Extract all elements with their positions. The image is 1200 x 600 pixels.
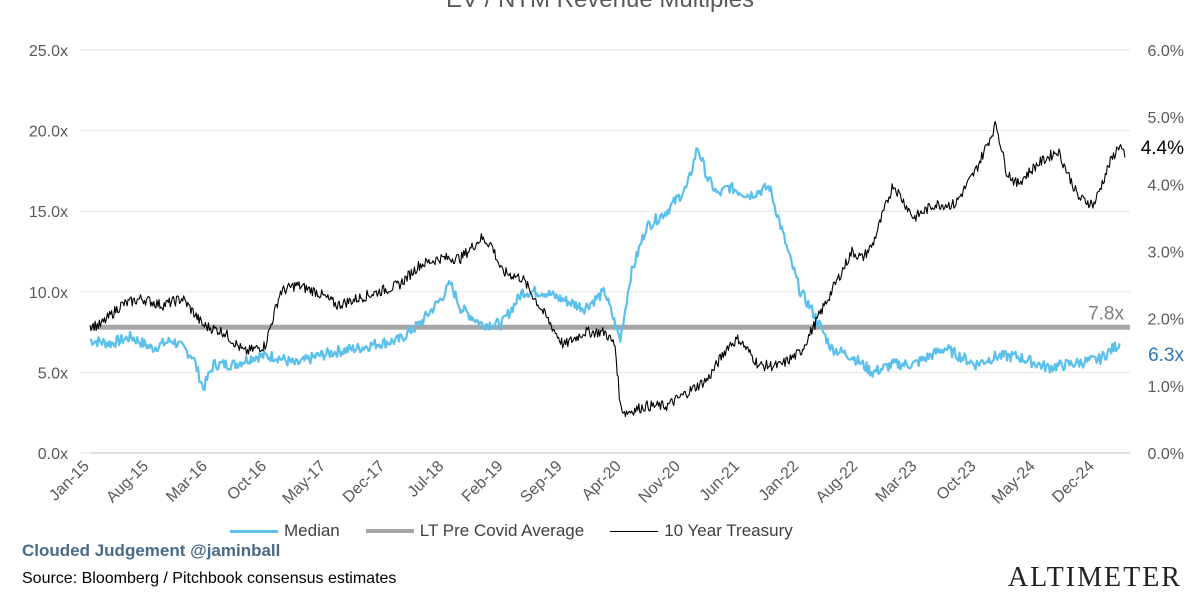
x-tick-label: Dec-24 — [1049, 458, 1098, 507]
x-tick-label: May-17 — [280, 458, 330, 508]
y-tick-left-label: 10.0x — [29, 285, 68, 302]
legend-label-median: Median — [284, 521, 340, 540]
y-tick-right-label: 0.0% — [1148, 446, 1184, 463]
y-tick-left-label: 25.0x — [29, 43, 68, 60]
legend-label-treasury: 10 Year Treasury — [664, 521, 793, 540]
x-tick-label: Aug-15 — [103, 458, 152, 507]
y-tick-right-label: 5.0% — [1148, 110, 1184, 127]
legend-label-lt-average: LT Pre Covid Average — [419, 521, 585, 540]
y-tick-right-label: 2.0% — [1148, 312, 1184, 329]
treasury-end-value-label: 4.4% — [1141, 138, 1184, 159]
credit-text: Clouded Judgement @jaminball — [22, 541, 281, 560]
y-tick-right-label: 3.0% — [1148, 245, 1184, 262]
x-tick-label: Jul-18 — [405, 458, 448, 501]
x-tick-label: Aug-22 — [813, 458, 862, 507]
legend-item-treasury: 10 Year Treasury — [610, 521, 793, 541]
legend-swatch-lt-average — [365, 529, 414, 533]
x-tick-label: Nov-20 — [636, 458, 685, 507]
x-tick-label: Oct-23 — [934, 458, 980, 504]
y-tick-left-label: 15.0x — [29, 204, 68, 221]
y-tick-right-label: 4.0% — [1148, 177, 1184, 194]
x-tick-label: Feb-19 — [459, 458, 507, 506]
y-tick-right-label: 6.0% — [1148, 43, 1184, 60]
legend-swatch-median — [230, 529, 278, 533]
y-tick-left-label: 20.0x — [29, 124, 68, 141]
y-tick-right-label: 1.0% — [1148, 379, 1184, 396]
series-treasury-line — [89, 120, 1126, 418]
legend-item-median: Median — [230, 521, 340, 541]
x-tick-label: Jan-22 — [756, 458, 803, 505]
x-tick-label: Jun-21 — [697, 458, 744, 505]
legend: Median LT Pre Covid Average 10 Year Trea… — [230, 520, 819, 542]
x-tick-label: Mar-16 — [163, 458, 211, 506]
x-tick-label: Apr-20 — [579, 458, 625, 504]
y-tick-left-label: 5.0x — [38, 365, 68, 382]
x-tick-label: Dec-17 — [340, 458, 389, 507]
lt-average-value-label: 7.8x — [1088, 303, 1124, 324]
series-median-line — [89, 147, 1121, 392]
x-tick-label: May-24 — [989, 458, 1039, 508]
x-tick-label: Sep-19 — [517, 458, 566, 507]
median-end-value-label: 6.3x — [1148, 345, 1184, 366]
legend-swatch-treasury — [610, 530, 659, 532]
x-tick-label: Mar-23 — [873, 458, 921, 506]
chart-title: EV / NTM Revenue Multiples — [0, 0, 1200, 14]
y-tick-left-label: 0.0x — [38, 446, 68, 463]
source-text: Source: Bloomberg / Pitchbook consensus … — [22, 570, 397, 587]
x-tick-label: Oct-16 — [224, 458, 270, 504]
x-tick-label: Jan-15 — [46, 458, 93, 505]
altimeter-logo: ALTIMETER — [1007, 562, 1182, 593]
legend-item-lt-average: LT Pre Covid Average — [365, 521, 585, 541]
